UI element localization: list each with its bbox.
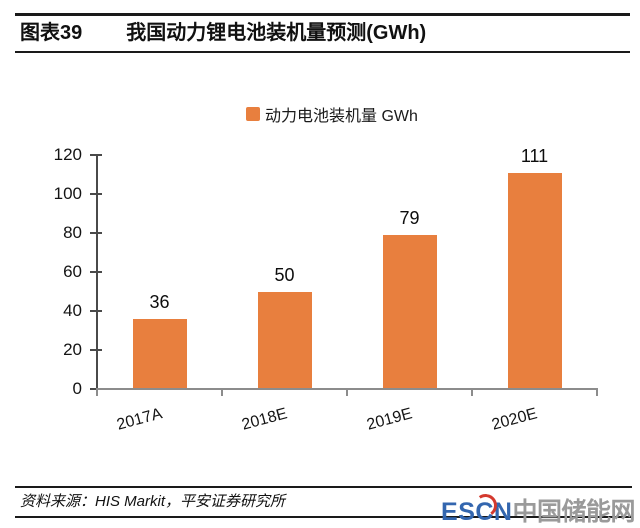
- y-axis-tick-label: 100: [53, 184, 82, 203]
- legend-label: 动力电池装机量 GWh: [265, 108, 418, 125]
- bar-value-label: 50: [274, 264, 295, 285]
- x-axis-label: 2019E: [364, 405, 414, 434]
- y-axis-tick-label: 40: [63, 301, 82, 320]
- figure-number: 图表39: [20, 22, 83, 44]
- y-axis-tick-label: 60: [63, 262, 82, 281]
- figure-header-line: 图表39 我国动力锂电池装机量预测(GWh): [15, 16, 630, 51]
- x-axis-tick: [346, 389, 348, 396]
- source-text: 资料来源：HIS Markit，平安证券研究所: [20, 493, 286, 510]
- x-axis-tick: [471, 389, 473, 396]
- x-axis-tick: [596, 389, 598, 396]
- figure-header: 图表39 我国动力锂电池装机量预测(GWh): [15, 13, 630, 53]
- bar-value-label: 36: [149, 291, 170, 312]
- x-axis-label: 2020E: [489, 405, 539, 434]
- bar-value-label: 79: [399, 207, 420, 228]
- x-axis-tick: [221, 389, 223, 396]
- y-axis-line: [96, 155, 98, 390]
- source-footer: 资料来源：HIS Markit，平安证券研究所: [15, 486, 632, 518]
- y-axis-tick-label: 80: [63, 223, 82, 242]
- x-axis-label: 2017A: [114, 405, 164, 434]
- bar: [132, 318, 187, 389]
- bar: [257, 291, 312, 389]
- y-axis-tick-label: 120: [53, 145, 82, 164]
- legend-swatch-icon: [246, 107, 260, 121]
- bar-value-label: 111: [520, 145, 549, 166]
- escn-logo-name: 中国储能网: [512, 498, 635, 526]
- y-axis-tick-label: 20: [63, 340, 82, 359]
- bar: [382, 234, 437, 389]
- escn-logo-text: ESCN: [441, 498, 513, 526]
- escn-logo: ESCN 中国储能网: [441, 492, 635, 528]
- chart-legend: 动力电池装机量 GWh: [246, 105, 418, 125]
- y-axis-tick-label: 0: [72, 379, 82, 398]
- x-axis-tick: [96, 389, 98, 396]
- x-axis-label: 2018E: [239, 405, 289, 434]
- figure-title: 我国动力锂电池装机量预测(GWh): [126, 22, 427, 44]
- x-axis-line: [96, 388, 598, 390]
- bar: [507, 172, 562, 389]
